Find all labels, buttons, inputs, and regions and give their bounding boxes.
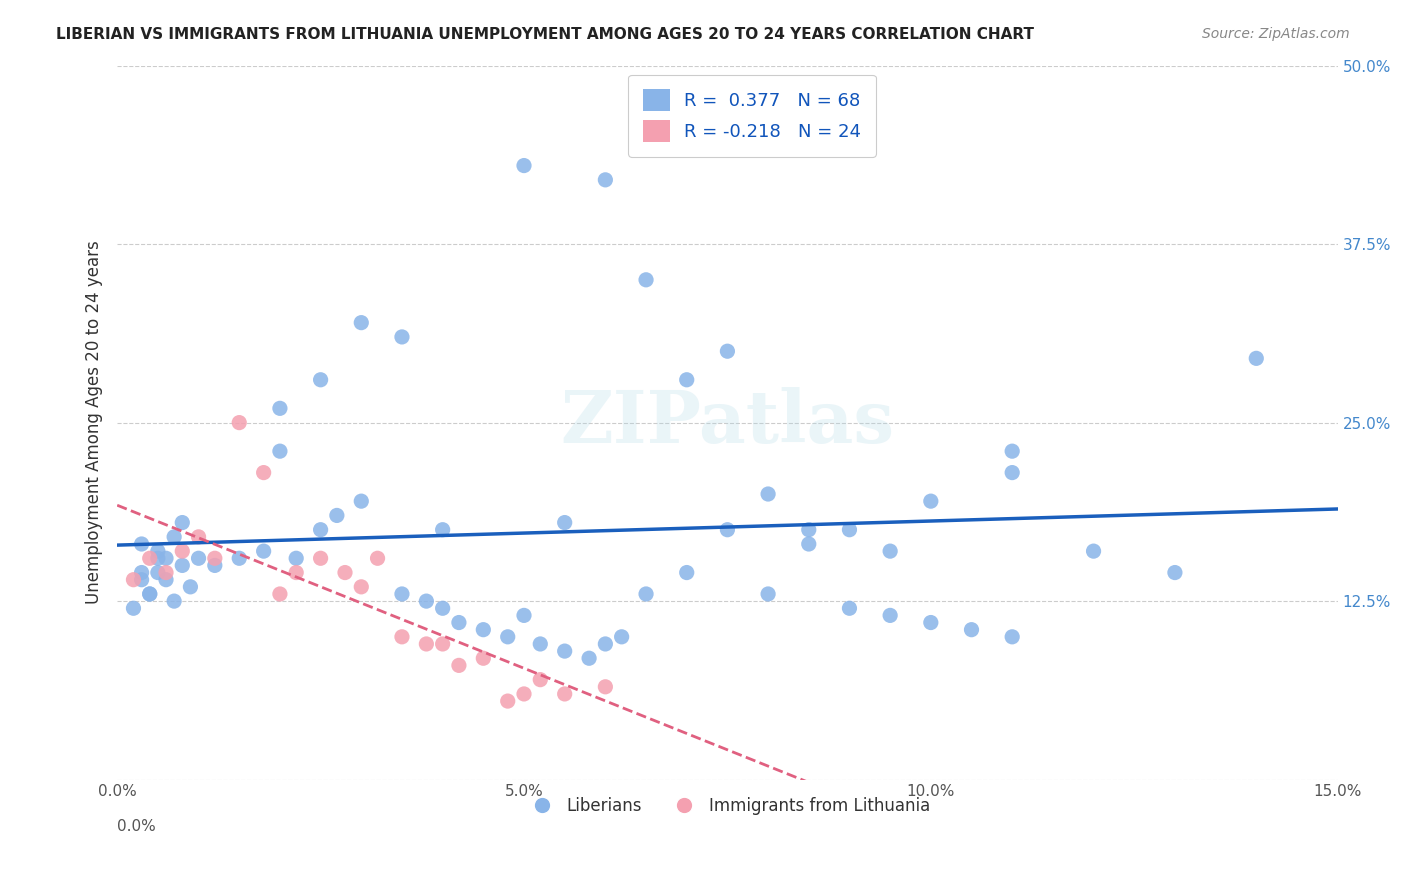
Point <box>204 558 226 573</box>
Point <box>1164 566 1187 580</box>
Point <box>610 630 633 644</box>
Point <box>131 573 153 587</box>
Point <box>309 551 332 566</box>
Point <box>138 587 160 601</box>
Point <box>122 601 145 615</box>
Point <box>155 573 177 587</box>
Point <box>554 644 576 658</box>
Point <box>269 444 291 458</box>
Point <box>960 623 983 637</box>
Point <box>138 587 160 601</box>
Point <box>716 523 738 537</box>
Text: LIBERIAN VS IMMIGRANTS FROM LITHUANIA UNEMPLOYMENT AMONG AGES 20 TO 24 YEARS COR: LIBERIAN VS IMMIGRANTS FROM LITHUANIA UN… <box>56 27 1035 42</box>
Point <box>472 623 495 637</box>
Point <box>172 516 194 530</box>
Legend: Liberians, Immigrants from Lithuania: Liberians, Immigrants from Lithuania <box>519 790 936 822</box>
Point <box>432 601 454 615</box>
Point <box>1001 444 1024 458</box>
Point <box>333 566 356 580</box>
Point <box>595 680 617 694</box>
Point <box>1001 466 1024 480</box>
Point <box>1083 544 1105 558</box>
Point <box>285 551 308 566</box>
Point <box>163 530 186 544</box>
Point <box>415 637 437 651</box>
Point <box>350 316 373 330</box>
Point <box>415 594 437 608</box>
Point <box>554 687 576 701</box>
Point <box>309 523 332 537</box>
Point <box>675 566 697 580</box>
Point <box>797 523 820 537</box>
Point <box>253 544 276 558</box>
Point <box>285 566 308 580</box>
Point <box>920 615 942 630</box>
Point <box>122 573 145 587</box>
Point <box>797 537 820 551</box>
Point <box>155 551 177 566</box>
Point <box>146 566 169 580</box>
Point <box>447 658 470 673</box>
Point <box>879 544 901 558</box>
Point <box>131 566 153 580</box>
Point <box>634 587 657 601</box>
Point <box>163 594 186 608</box>
Text: Source: ZipAtlas.com: Source: ZipAtlas.com <box>1202 27 1350 41</box>
Point <box>838 601 860 615</box>
Point <box>920 494 942 508</box>
Point <box>269 401 291 416</box>
Point <box>554 516 576 530</box>
Text: 0.0%: 0.0% <box>117 819 156 834</box>
Point <box>756 487 779 501</box>
Point <box>350 494 373 508</box>
Point <box>578 651 600 665</box>
Point <box>391 630 413 644</box>
Point <box>1001 630 1024 644</box>
Point <box>1246 351 1268 366</box>
Point <box>253 466 276 480</box>
Point <box>447 615 470 630</box>
Point <box>513 608 536 623</box>
Point <box>472 651 495 665</box>
Point <box>326 508 349 523</box>
Point <box>179 580 201 594</box>
Point <box>146 551 169 566</box>
Point <box>595 173 617 187</box>
Point <box>838 523 860 537</box>
Point <box>432 523 454 537</box>
Point <box>513 687 536 701</box>
Point <box>138 551 160 566</box>
Point <box>367 551 389 566</box>
Point <box>155 566 177 580</box>
Text: ZIPatlas: ZIPatlas <box>561 387 894 458</box>
Point <box>269 587 291 601</box>
Point <box>204 551 226 566</box>
Point <box>675 373 697 387</box>
Point <box>228 551 250 566</box>
Point <box>228 416 250 430</box>
Point <box>432 637 454 651</box>
Point <box>716 344 738 359</box>
Point <box>350 580 373 594</box>
Point <box>131 537 153 551</box>
Point <box>496 630 519 644</box>
Point <box>172 544 194 558</box>
Y-axis label: Unemployment Among Ages 20 to 24 years: Unemployment Among Ages 20 to 24 years <box>86 241 103 605</box>
Point <box>391 330 413 344</box>
Point <box>187 530 209 544</box>
Point <box>309 373 332 387</box>
Point <box>879 608 901 623</box>
Point <box>172 558 194 573</box>
Point <box>756 587 779 601</box>
Point <box>529 673 551 687</box>
Point <box>391 587 413 601</box>
Point <box>146 544 169 558</box>
Point <box>595 637 617 651</box>
Point <box>187 551 209 566</box>
Point <box>513 159 536 173</box>
Point <box>496 694 519 708</box>
Point <box>634 273 657 287</box>
Point <box>529 637 551 651</box>
